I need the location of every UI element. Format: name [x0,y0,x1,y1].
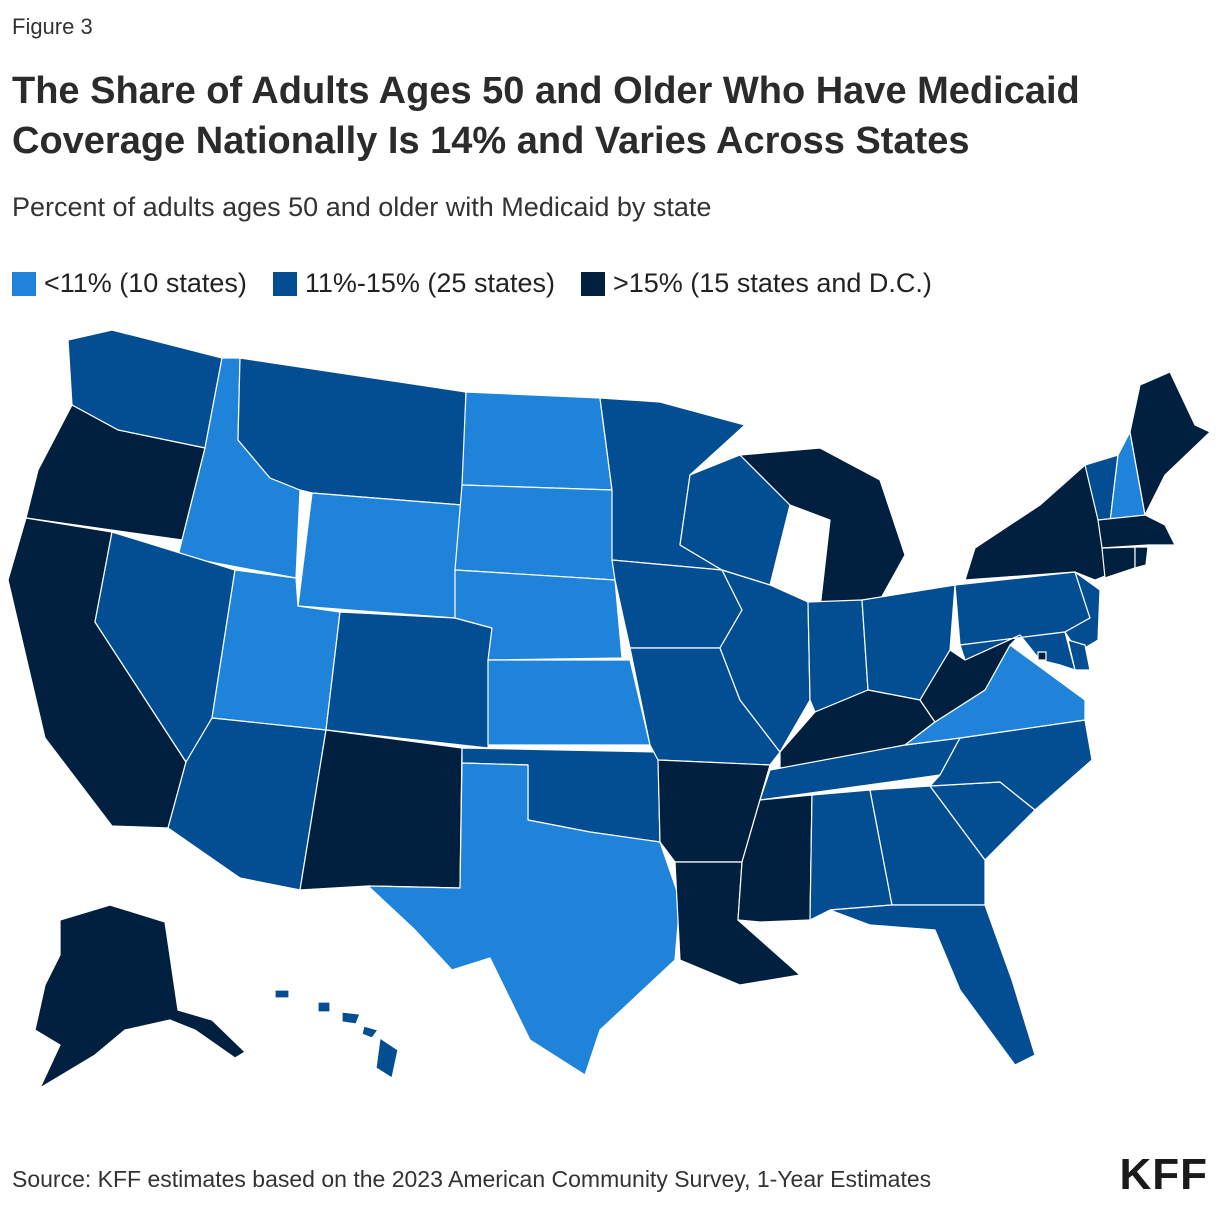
state-ct[interactable] [1101,546,1136,579]
state-wv[interactable] [919,634,1021,723]
figure-label: Figure 3 [12,14,93,39]
legend-label-mid: 11%-15% (25 states) [304,268,555,298]
us-state-map [7,329,1211,1089]
state-wy[interactable] [297,492,463,619]
source-note: Source: KFF estimates based on the 2023 … [12,1166,932,1192]
state-ga[interactable] [869,785,986,906]
state-nm[interactable] [299,729,463,891]
state-ks[interactable] [487,659,651,746]
legend-item-high: >15% (15 states and D.C.) [580,268,932,299]
legend-swatch-low [12,271,36,296]
state-ri[interactable] [1134,546,1149,569]
legend-swatch-mid [272,271,297,296]
chart-title: The Share of Adults Ages 50 and Older Wh… [12,70,1080,162]
state-nd[interactable] [461,391,613,491]
state-tx[interactable] [367,762,681,1076]
legend-label-low: <11% (10 states) [44,268,247,298]
state-dc[interactable] [1037,651,1047,661]
state-co[interactable] [325,611,493,749]
legend-item-low: <11% (10 states) [12,268,247,299]
state-ak[interactable] [34,904,246,1089]
state-sd[interactable] [454,484,616,581]
legend-swatch-high [580,271,605,296]
state-fl[interactable] [829,904,1036,1066]
state-ia[interactable] [611,559,743,649]
state-ma[interactable] [1097,514,1176,549]
state-me[interactable] [1129,371,1211,516]
legend: <11% (10 states) 11%-15% (25 states) >15… [12,268,958,299]
legend-item-mid: 11%-15% (25 states) [272,268,555,299]
legend-label-high: >15% (15 states and D.C.) [612,268,932,298]
kff-logo: KFF [1119,1150,1208,1199]
chart-subtitle: Percent of adults ages 50 and older with… [12,192,712,222]
state-hi[interactable] [274,989,399,1079]
